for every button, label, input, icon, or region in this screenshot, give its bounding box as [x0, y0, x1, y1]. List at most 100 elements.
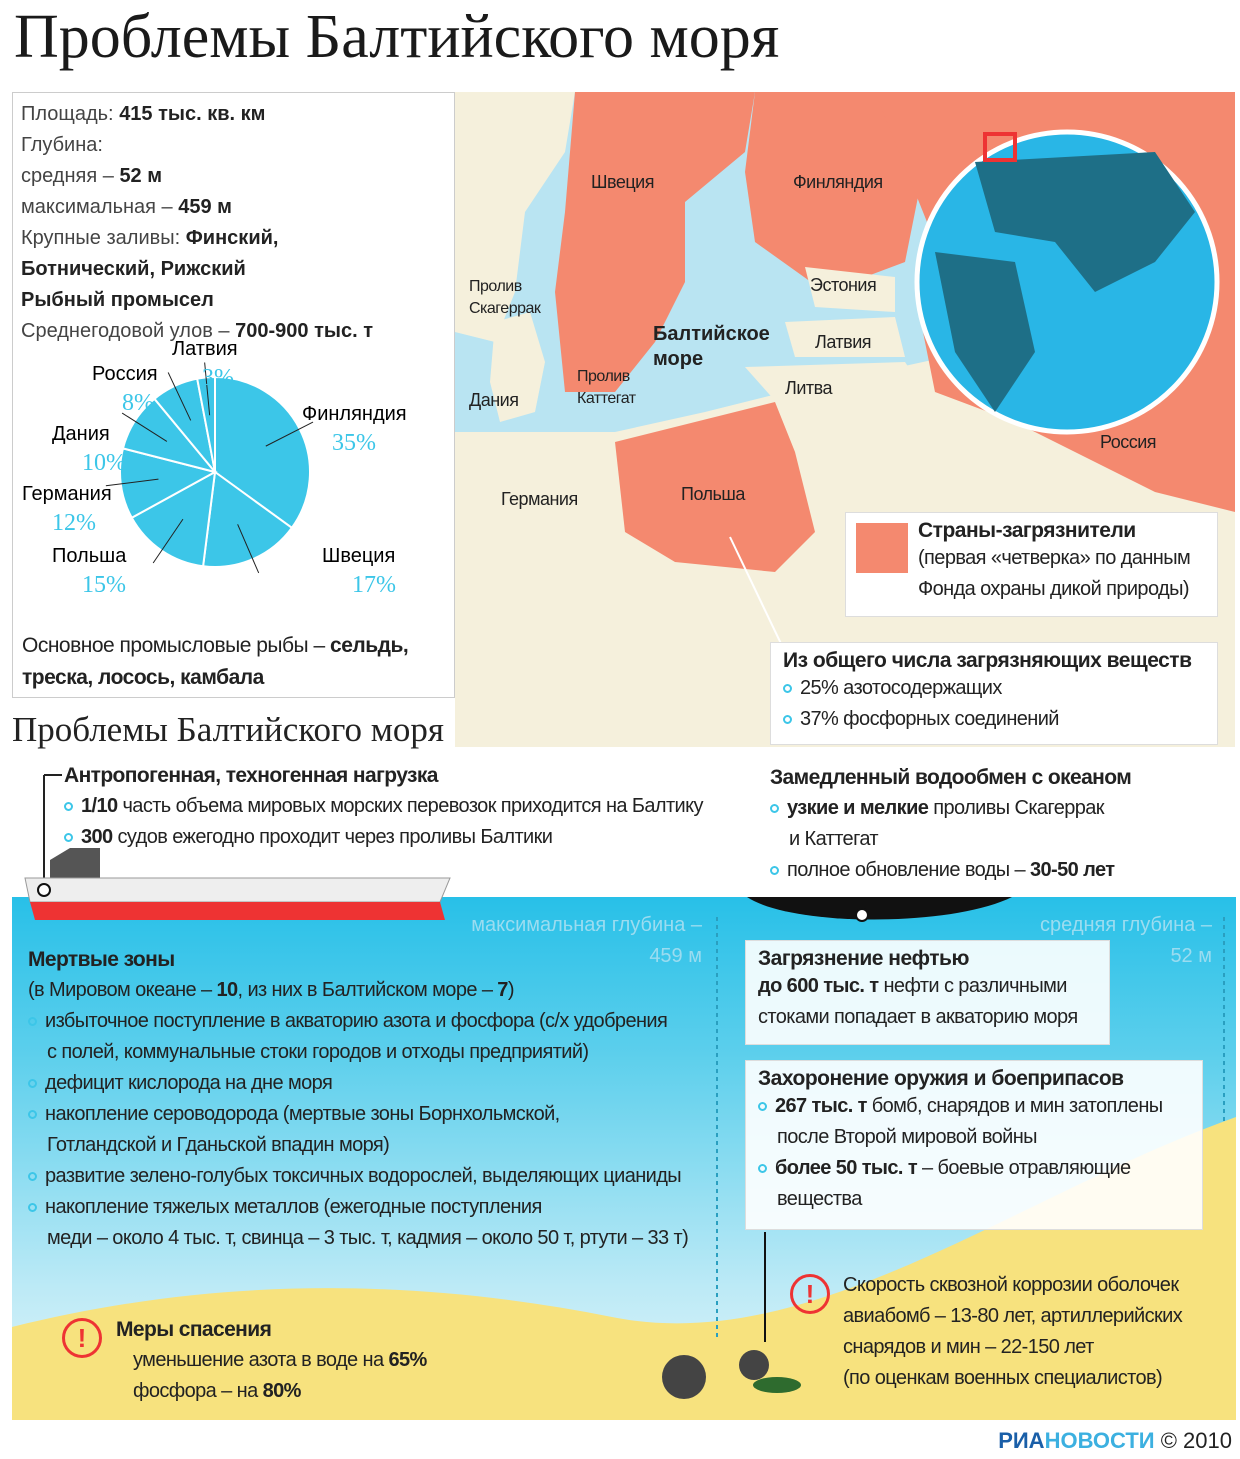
label-denmark: Дания	[469, 390, 519, 410]
item-bold: 267 тыс. т	[775, 1095, 867, 1117]
list-item: накопление тяжелых металлов (ежегодные п…	[28, 1192, 688, 1223]
ship-icon	[24, 774, 451, 920]
item-text: избыточное поступление в акваторию азота…	[45, 1010, 668, 1032]
oil-title: Загрязнение нефтью	[758, 947, 969, 970]
t: Скорость сквозной коррозии оболочек	[843, 1274, 1179, 1296]
list-item: 25% азотосодержащих	[783, 673, 1205, 704]
seabed	[12, 1117, 1236, 1420]
item-text: судов ежегодно проходит через проливы Ба…	[112, 826, 553, 848]
list-item: накопление сероводорода (мертвые зоны Бо…	[28, 1099, 688, 1130]
list-item: 300 судов ежегодно проходит через пролив…	[64, 822, 703, 853]
brand-logo: НОВОСТИ	[1044, 1428, 1155, 1453]
avg-depth-mark-1: средняя глубина –	[1040, 914, 1212, 936]
item-text: меди – около 4 тыс. т, свинца – 3 тыс. т…	[47, 1227, 689, 1249]
pie-leader-line	[105, 478, 159, 487]
pie-category-label: Финляндия	[302, 403, 407, 425]
item-text: фосфора – на	[133, 1380, 263, 1402]
item-text: 25% азотосодержащих	[800, 677, 1002, 699]
item-text: 37% фосфорных соединений	[800, 708, 1059, 730]
pie-leader-line	[265, 421, 314, 447]
list-item: фосфора – на 80%	[116, 1376, 427, 1407]
pie-category-label: Латвия	[172, 340, 238, 360]
pie-category-label: Польша	[52, 545, 127, 567]
label-latvia: Латвия	[815, 332, 872, 352]
globe-eurasia	[975, 152, 1195, 292]
pie-value-label: 17%	[352, 572, 396, 598]
t: 7	[497, 979, 508, 1001]
item-bold: более 50 тыс. т	[775, 1157, 918, 1179]
max-depth-mark-1: максимальная глубина –	[471, 914, 702, 936]
pollutants-box: Из общего числа загрязняющих веществ 25%…	[770, 642, 1218, 745]
avg-depth-mark: средняя глубина – 52 м	[1020, 910, 1212, 972]
pie-value-label: 15%	[82, 572, 126, 598]
label-germany: Германия	[501, 489, 578, 509]
globe-africa	[935, 252, 1035, 412]
kattegat-1: Пролив	[577, 368, 630, 385]
polluters-legend: Страны-загрязнители (первая «четверка» п…	[845, 512, 1218, 617]
dead-zones-section: Мертвые зоны (в Мировом океане – 10, из …	[28, 944, 689, 1254]
pie-leader-line	[167, 372, 192, 421]
pie-leader-line	[152, 518, 184, 564]
pie-chart: Финляндия 35% Швеция 17% Польша 15% Германия 12…	[22, 340, 407, 598]
item-text: полное обновление воды –	[787, 859, 1030, 881]
max-depth-mark-2: 459 м	[649, 945, 702, 967]
label-lithuania: Литва	[785, 378, 832, 398]
avg-depth-value: 52 м	[119, 165, 163, 187]
t: (в Мировом океане –	[28, 979, 217, 1001]
list-item: 1/10 часть объема мировых морских перево…	[64, 791, 704, 822]
lithuania-land	[745, 362, 945, 432]
mine-icon	[662, 1355, 706, 1399]
item-text: накопление сероводорода (мертвые зоны Бо…	[45, 1103, 560, 1125]
pie-category-label: Германия	[22, 483, 112, 505]
skagerrak-1: Пролив	[469, 278, 522, 295]
item-bold: 80%	[262, 1380, 302, 1402]
anthro-section: Антропогенная, техногенная нагрузка 1/10…	[64, 760, 704, 853]
copyright: © 2010	[1160, 1428, 1232, 1453]
fishing-heading: Рыбный промысел	[21, 289, 214, 311]
label-poland: Польша	[681, 484, 745, 504]
gulfs-value-cont: Ботнический, Рижский	[21, 258, 246, 280]
item-text: накопление тяжелых металлов (ежегодные п…	[45, 1196, 542, 1218]
warning-icon: !	[790, 1274, 830, 1314]
fish-value: сельдь,	[330, 634, 409, 657]
anthro-title: Антропогенная, техногенная нагрузка	[64, 764, 438, 787]
exchange-section: Замедленный водообмен с океаном узкие и …	[770, 762, 1132, 886]
sea-label-cont: море	[653, 348, 704, 370]
depth-label: Глубина:	[21, 134, 103, 156]
item-text: дефицит кислорода на дне моря	[45, 1072, 333, 1094]
pie-category-label: Дания	[52, 423, 110, 445]
item-text: уменьшение азота в воде на	[133, 1349, 389, 1371]
list-item: узкие и мелкие проливы Скагеррак	[770, 793, 1131, 824]
poland-land	[615, 402, 815, 572]
label-finland: Финляндия	[793, 172, 883, 192]
gulfs-value: Финский,	[185, 227, 279, 249]
pie-value-label: 10%	[82, 450, 126, 476]
item-text: после Второй мировой войны	[777, 1126, 1038, 1148]
max-depth-mark: максимальная глубина – 459 м	[470, 910, 702, 972]
label-kattegat: Пролив Каттегат	[577, 366, 636, 410]
label-skagerrak: Пролив Скагеррак	[469, 276, 541, 320]
page-title: Проблемы Балтийского моря	[14, 3, 780, 71]
pie-value-label: 12%	[52, 510, 96, 536]
bomb-icon	[753, 1377, 801, 1393]
pie-leader-line	[237, 524, 260, 574]
area-label: Площадь:	[21, 103, 114, 125]
finland-land	[745, 92, 935, 292]
label-baltic-sea: Балтийское море	[653, 322, 770, 372]
pie-leader-line	[121, 412, 168, 442]
fish-value-cont: треска, лосось, камбала	[22, 666, 264, 689]
kattegat-2: Каттегат	[577, 390, 636, 407]
gulfs-label: Крупные заливы:	[21, 227, 181, 249]
polluter-swatch	[856, 523, 908, 573]
fish-label: Основное промысловые рыбы –	[22, 634, 325, 657]
section-subtitle: Проблемы Балтийского моря	[12, 710, 445, 749]
pie-value-label: 35%	[332, 430, 376, 456]
weapons-box: Захоронение оружия и боеприпасов 267 тыс…	[745, 1060, 1203, 1230]
item-text: вещества	[777, 1188, 862, 1210]
item-bold: узкие и мелкие	[787, 797, 929, 819]
item-text: с полей, коммунальные стоки городов и от…	[47, 1041, 589, 1063]
list-item: развитие зелено-голубых токсичных водоро…	[28, 1161, 688, 1192]
pie-category-label: Швеция	[322, 545, 395, 567]
dead-zones-subtitle: (в Мировом океане – 10, из них в Балтийс…	[28, 975, 688, 1006]
item-text: – боевые отравляющие	[917, 1157, 1131, 1179]
